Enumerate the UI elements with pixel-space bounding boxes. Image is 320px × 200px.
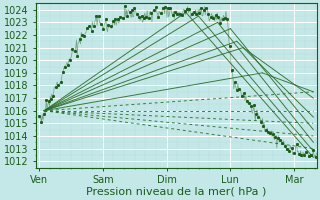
X-axis label: Pression niveau de la mer( hPa ): Pression niveau de la mer( hPa ) (86, 187, 266, 197)
